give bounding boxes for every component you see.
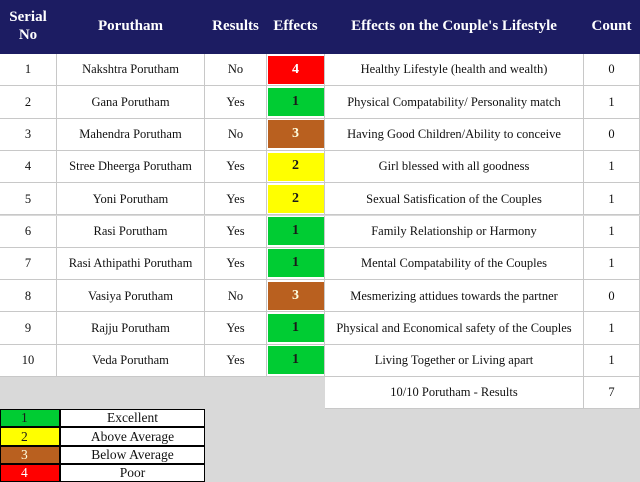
header-cell: Effects on the Couple's Lifestyle	[325, 0, 584, 54]
effect-cell: 1	[267, 344, 325, 377]
table-cell: Yoni Porutham	[57, 183, 205, 216]
effect-badge: 3	[267, 120, 324, 149]
table-cell: 1	[584, 183, 640, 216]
table-cell: Rajju Porutham	[57, 312, 205, 345]
table-cell: 4	[0, 150, 57, 184]
table-cell: Healthy Lifestyle (health and wealth)	[325, 54, 584, 87]
table-cell: Family Relationship or Harmony	[325, 215, 584, 248]
header-cell: Porutham	[57, 0, 205, 54]
table-cell: Vasiya Porutham	[57, 280, 205, 313]
effect-badge: 1	[267, 217, 324, 246]
table-cell: Physical Compatability/ Personality matc…	[325, 86, 584, 119]
table-cell: 0	[584, 280, 640, 313]
legend-code: 2	[0, 427, 60, 446]
table-cell: 8	[0, 280, 57, 313]
summary-count: 7	[584, 377, 640, 409]
table-cell: 6	[0, 215, 57, 248]
effect-badge: 1	[267, 314, 324, 343]
effect-cell: 2	[267, 150, 325, 184]
table-cell: Mahendra Porutham	[57, 118, 205, 151]
effect-cell: 1	[267, 86, 325, 119]
table-cell: 10	[0, 344, 57, 377]
legend-label: Poor	[60, 463, 205, 482]
effect-badge: 2	[267, 184, 324, 213]
header-cell: Serial No	[0, 0, 57, 54]
table-cell: Yes	[205, 344, 267, 377]
header-cell: Effects	[267, 0, 325, 54]
table-cell: Mental Compatability of the Couples	[325, 247, 584, 281]
table-cell: Mesmerizing attidues towards the partner	[325, 280, 584, 313]
table-cell: No	[205, 54, 267, 87]
table-cell: 0	[584, 118, 640, 151]
effect-cell: 4	[267, 54, 325, 87]
table-cell: Rasi Porutham	[57, 215, 205, 248]
table-cell: Nakshtra Porutham	[57, 54, 205, 87]
effect-badge: 4	[267, 55, 324, 84]
table-cell: Yes	[205, 215, 267, 248]
effect-badge: 3	[267, 281, 324, 310]
table-cell: Having Good Children/Ability to conceive	[325, 118, 584, 151]
table-cell: 0	[584, 54, 640, 87]
effect-badge: 2	[267, 152, 324, 181]
table-cell: Yes	[205, 150, 267, 184]
table-cell: Stree Dheerga Porutham	[57, 150, 205, 184]
table-cell: Gana Porutham	[57, 86, 205, 119]
header-cell: Results	[205, 0, 267, 54]
table-cell: 1	[584, 247, 640, 281]
effect-cell: 1	[267, 312, 325, 345]
table-cell: 1	[584, 86, 640, 119]
table-cell: Yes	[205, 312, 267, 345]
legend-code: 4	[0, 463, 60, 482]
table-cell: 7	[0, 247, 57, 281]
table-cell: Yes	[205, 247, 267, 281]
table-cell: Veda Porutham	[57, 344, 205, 377]
table-cell: No	[205, 280, 267, 313]
table-cell: Rasi Athipathi Porutham	[57, 247, 205, 281]
table-cell: 5	[0, 183, 57, 216]
effect-badge: 1	[267, 87, 324, 116]
legend-label: Above Average	[60, 427, 205, 446]
table-cell: 2	[0, 86, 57, 119]
effect-badge: 1	[267, 249, 324, 278]
table-cell: 3	[0, 118, 57, 151]
effect-badge: 1	[267, 346, 324, 375]
table-cell: Sexual Satisfication of the Couples	[325, 183, 584, 216]
table-cell: Living Together or Living apart	[325, 344, 584, 377]
header-cell: Count	[584, 0, 640, 54]
table-cell: 9	[0, 312, 57, 345]
summary-label: 10/10 Porutham - Results	[325, 377, 584, 409]
table-cell: 1	[584, 312, 640, 345]
table-cell: Girl blessed with all goodness	[325, 150, 584, 184]
table-cell: Physical and Economical safety of the Co…	[325, 312, 584, 345]
table-cell: No	[205, 118, 267, 151]
legend-code: 3	[0, 445, 60, 464]
table-cell: 1	[584, 150, 640, 184]
table-cell: 1	[584, 344, 640, 377]
table-cell: Yes	[205, 183, 267, 216]
effect-cell: 1	[267, 247, 325, 281]
table-cell: 1	[0, 54, 57, 87]
table-cell: 1	[584, 215, 640, 248]
effect-cell: 2	[267, 183, 325, 216]
legend-label: Excellent	[60, 409, 205, 428]
effect-cell: 3	[267, 280, 325, 313]
effect-cell: 1	[267, 215, 325, 248]
effect-cell: 3	[267, 118, 325, 151]
legend-code: 1	[0, 409, 60, 428]
legend-label: Below Average	[60, 445, 205, 464]
table-cell: Yes	[205, 86, 267, 119]
